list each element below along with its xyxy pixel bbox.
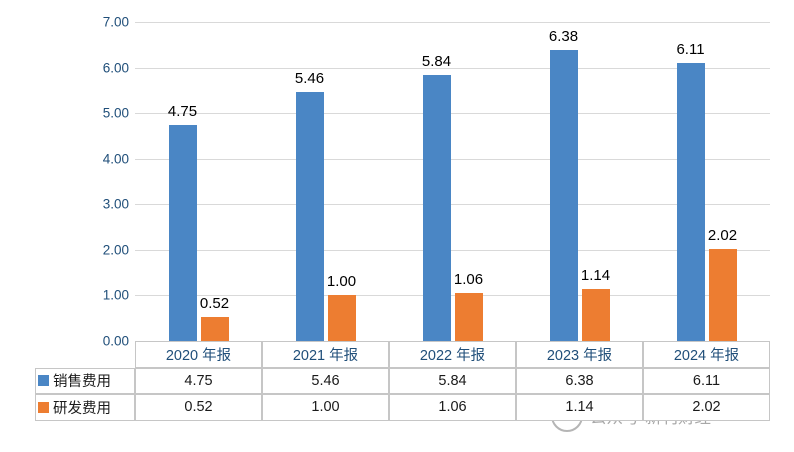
bar-研发费用-2020年报 [200,317,229,341]
bar-销售费用-2021年报 [295,92,324,341]
gridline [135,67,770,69]
y-axis-tick-label: 0.00 [102,333,129,349]
bar-销售费用-2022年报 [422,74,451,341]
table-header-2022年报: 2022 年报 [389,341,516,368]
legend-label: 研发费用 [53,400,111,417]
table-value-cell: 6.11 [643,367,770,394]
bar-data-label: 6.11 [676,40,705,58]
gridline [135,158,770,160]
table-value-cell: 5.84 [389,367,516,394]
table-value-cell: 0.52 [135,394,262,421]
table-value-cell: 1.00 [262,394,389,421]
gridline [135,204,770,206]
y-axis-tick-label: 5.00 [102,105,129,121]
y-axis-tick-label: 1.00 [102,287,129,303]
legend-cell-研发费用: 研发费用 [35,394,135,421]
gridline [135,295,770,297]
legend-swatch-icon [38,375,49,387]
gridline [135,249,770,251]
table-value-cell: 2.02 [643,394,770,421]
y-axis-tick-label: 4.00 [102,151,129,167]
table-value-cell: 1.06 [389,394,516,421]
legend-cell-销售费用: 销售费用 [35,367,135,394]
bar-研发费用-2021年报 [327,295,356,341]
table-value-cell: 1.14 [516,394,643,421]
legend-swatch-icon [38,401,49,413]
gridline [135,113,770,115]
bar-销售费用-2023年报 [549,50,578,341]
y-axis-tick-label: 3.00 [102,196,129,212]
y-axis-tick-label: 7.00 [102,14,129,30]
bar-data-label: 4.75 [167,102,198,120]
bar-研发费用-2024年报 [708,248,737,341]
bar-销售费用-2020年报 [168,124,197,341]
bar-data-label: 1.00 [326,273,357,291]
table-header-2024年报: 2024 年报 [643,341,770,368]
table-value-cell: 6.38 [516,367,643,394]
bar-data-label: 2.02 [707,226,738,244]
bar-data-label: 5.46 [294,70,325,88]
bar-data-label: 5.84 [421,52,452,70]
bar-研发费用-2022年报 [454,292,483,341]
y-axis-tick-label: 6.00 [102,60,129,76]
bar-销售费用-2024年报 [676,62,705,341]
table-header-2023年报: 2023 年报 [516,341,643,368]
gridline [135,22,770,23]
bar-data-label: 0.52 [199,295,230,313]
bar-研发费用-2023年报 [581,289,610,341]
table-value-cell: 5.46 [262,367,389,394]
legend-label: 销售费用 [53,374,111,391]
y-axis-tick-label: 2.00 [102,242,129,258]
table-header-2020年报: 2020 年报 [135,341,262,368]
table-value-cell: 4.75 [135,367,262,394]
bar-data-label: 1.06 [453,270,484,288]
bar-data-label: 1.14 [580,267,611,285]
table-header-2021年报: 2021 年报 [262,341,389,368]
bar-data-label: 6.38 [548,28,579,46]
